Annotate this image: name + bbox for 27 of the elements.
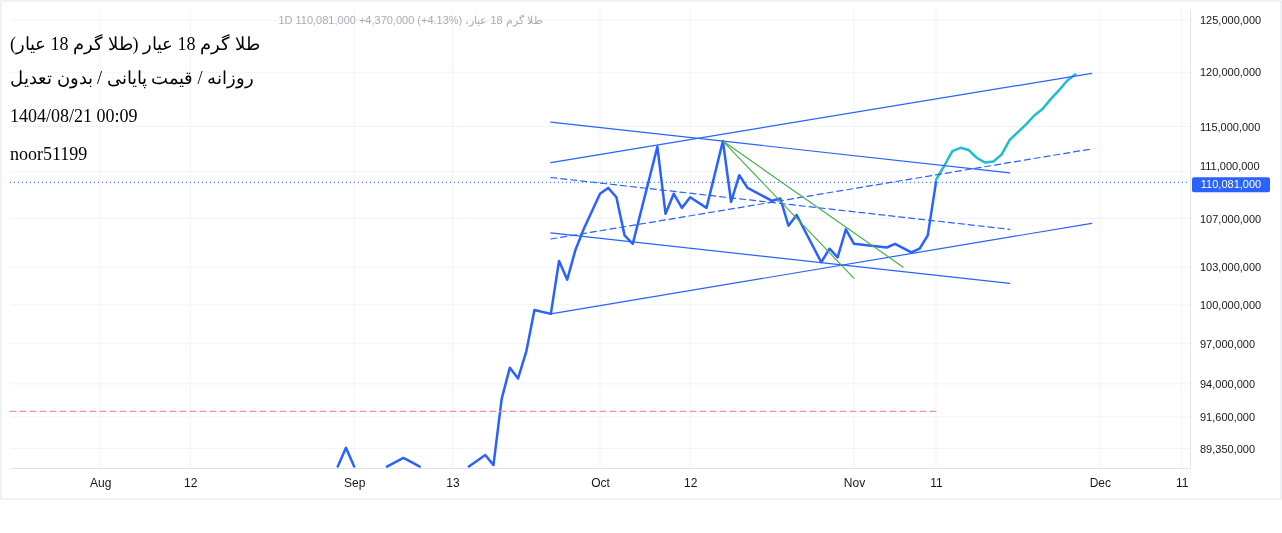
ref-line-label: 110,081,000 [1200,178,1262,191]
x-tick-label: 11 [930,475,944,490]
x-tick-label: Dec [1089,475,1112,490]
x-tick-label: Sep [343,475,366,490]
annotation: noor51199 [10,144,88,164]
y-tick-label: 120,000,000 [1200,66,1262,79]
x-tick-label: 11 [1176,475,1189,490]
y-tick-label: 125,000,000 [1200,14,1262,27]
annotation: 1404/08/21 00:09 [10,106,138,126]
x-tick-label: 12 [683,475,698,490]
y-tick-label: 91,600,000 [1200,410,1256,423]
x-tick-label: Nov [843,475,866,490]
chart-subtitle: طلا گرم 18 عیار، 1D 110,081,000 +4,370,000 (+4.13%) [278,14,543,27]
y-tick-label: 111,000,000 [1200,160,1260,173]
y-tick-label: 107,000,000 [1200,212,1262,225]
x-tick-label: Oct [591,475,611,490]
y-tick-label: 97,000,000 [1200,337,1256,350]
y-tick-label: 115,000,000 [1200,120,1261,133]
text: طلا گرم 18 عیار (طلا گرم 18 عیار) [10,33,260,55]
y-tick-label: 100,000,000 [1200,298,1262,311]
y-tick-label: 103,000,000 [1200,261,1262,274]
y-tick-label: 89,350,000 [1200,442,1256,455]
x-tick-label: 12 [184,475,198,490]
annotation: روزانه / قیمت پایانی / بدون تعدیل [10,68,255,89]
y-tick-label: 94,000,000 [1200,377,1256,390]
x-tick-label: Aug [89,475,112,490]
x-tick-label: 13 [446,475,460,490]
